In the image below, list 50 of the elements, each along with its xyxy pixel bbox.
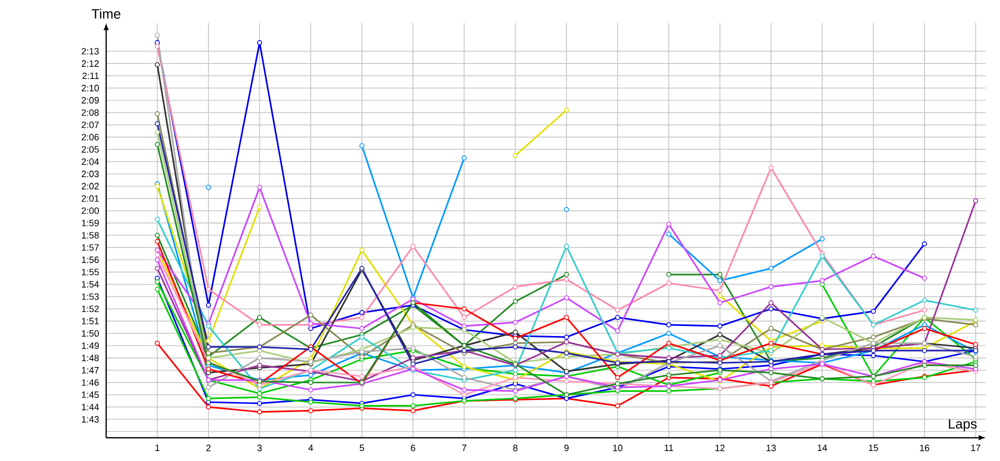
x-tick-label: 8 bbox=[513, 444, 518, 452]
x-tick-label: 7 bbox=[462, 444, 466, 452]
y-tick-label: 2:12 bbox=[82, 60, 99, 67]
x-tick-label: 11 bbox=[664, 444, 674, 452]
x-tick-label: 6 bbox=[410, 444, 416, 452]
x-tick-label: 9 bbox=[564, 444, 569, 452]
x-tick-label: 3 bbox=[257, 444, 262, 452]
y-tick-label: 1:49 bbox=[82, 342, 99, 350]
y-tick-label: 2:09 bbox=[82, 97, 99, 104]
x-tick-label: 16 bbox=[920, 444, 930, 452]
y-tick-label: 2:07 bbox=[82, 122, 99, 128]
x-tick-label: 14 bbox=[818, 444, 828, 452]
y-tick-label: 1:48 bbox=[82, 354, 99, 362]
y-tick-label: 2:10 bbox=[82, 84, 99, 92]
x-tick-label: 4 bbox=[308, 444, 314, 452]
y-axis-title: Time bbox=[92, 8, 120, 19]
x-axis-title: Laps bbox=[948, 419, 977, 432]
y-tick-label: 2:00 bbox=[82, 208, 99, 214]
x-tick-label: 12 bbox=[715, 444, 725, 452]
x-tick-label: 10 bbox=[613, 444, 622, 452]
y-tick-label: 1:59 bbox=[82, 220, 99, 226]
y-tick-label: 2:01 bbox=[82, 195, 99, 202]
x-tick-label: 13 bbox=[766, 444, 776, 452]
y-tick-label: 1:46 bbox=[82, 379, 99, 386]
y-tick-label: 2:02 bbox=[82, 183, 99, 190]
y-tick-label: 1:56 bbox=[82, 256, 99, 264]
y-tick-label: 1:52 bbox=[82, 306, 99, 312]
y-tick-label: 2:05 bbox=[82, 146, 99, 153]
y-tick-label: 1:50 bbox=[82, 330, 99, 337]
x-tick-label: 2 bbox=[206, 444, 211, 452]
y-tick-label: 1:54 bbox=[82, 281, 99, 288]
y-tick-label: 1:58 bbox=[82, 232, 99, 239]
y-tick-label: 1:43 bbox=[82, 416, 99, 423]
y-tick-label: 1:47 bbox=[82, 367, 99, 374]
y-tick-label: 2:11 bbox=[82, 72, 99, 80]
y-tick-label: 2:08 bbox=[82, 109, 99, 116]
y-tick-label: 2:04 bbox=[82, 158, 99, 166]
x-tick-label: 1 bbox=[155, 444, 160, 452]
y-tick-label: 1:44 bbox=[82, 404, 99, 410]
y-tick-label: 2:06 bbox=[82, 134, 99, 141]
x-tick-label: 15 bbox=[868, 444, 878, 452]
x-tick-label: 17 bbox=[971, 444, 980, 452]
y-tick-label: 1:57 bbox=[82, 244, 99, 251]
y-tick-label: 1:53 bbox=[82, 293, 99, 300]
y-tick-label: 1:55 bbox=[82, 268, 99, 276]
y-tick-label: 2:03 bbox=[82, 170, 99, 178]
y-tick-label: 1:45 bbox=[82, 392, 99, 398]
y-tick-label: 2:13 bbox=[82, 48, 99, 55]
x-tick-label: 5 bbox=[360, 444, 364, 452]
y-tick-label: 1:51 bbox=[82, 318, 99, 324]
